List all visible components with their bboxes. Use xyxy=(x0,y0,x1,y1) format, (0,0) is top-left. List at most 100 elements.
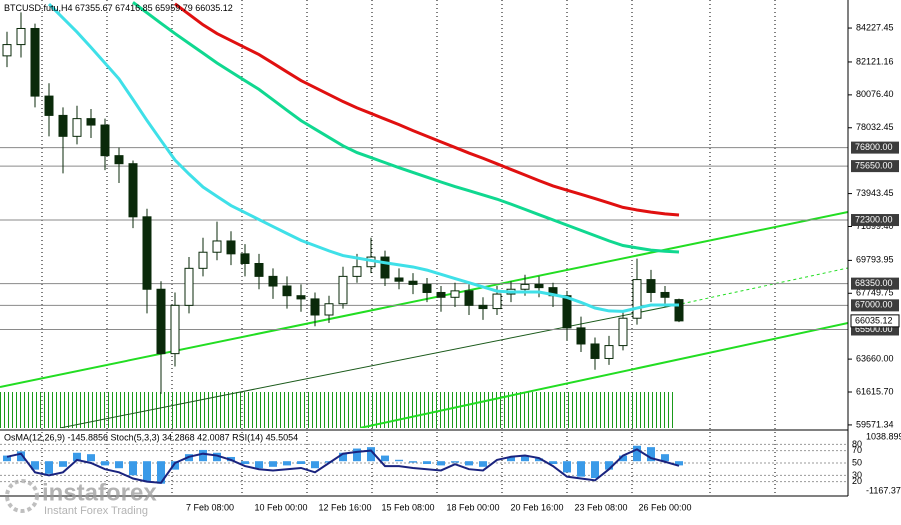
osma-bar xyxy=(619,455,627,462)
candle-body xyxy=(478,304,488,310)
osma-bar xyxy=(213,452,221,462)
y-tick-label: 84227.45 xyxy=(856,22,894,32)
level-label-box xyxy=(851,141,899,154)
osma-bar xyxy=(633,445,641,462)
candle-body xyxy=(198,251,208,269)
candle-body xyxy=(58,114,68,137)
candle-body xyxy=(240,253,250,264)
osma-bar xyxy=(353,448,361,462)
osma-bar xyxy=(255,461,263,469)
osma-bar xyxy=(269,461,277,467)
osma-bar xyxy=(157,461,165,484)
y-tick-label: 67749.75 xyxy=(856,288,894,298)
y-tick-label: 73943.45 xyxy=(856,188,894,198)
level-label-box xyxy=(851,277,899,290)
osma-bar xyxy=(479,461,487,467)
osma-bar xyxy=(59,461,67,467)
osma-bar xyxy=(129,461,137,476)
level-label: 75650.00 xyxy=(855,160,893,170)
osma-bar xyxy=(45,461,53,474)
candle-body xyxy=(30,27,40,97)
osma-bar xyxy=(521,455,529,462)
osma-bar xyxy=(423,461,431,465)
x-tick-label: 26 Feb 00:00 xyxy=(638,502,691,512)
open: 67355.67 xyxy=(75,3,113,13)
level-label: 65500.00 xyxy=(855,324,893,334)
osma-bar xyxy=(367,447,375,462)
indicator-title: OsMA(12,26,9) -145.8856 Stoch(5,3,3) 34.… xyxy=(4,432,298,442)
indicator-y-tick-label: -1167.3728 xyxy=(866,485,901,495)
osma-bar xyxy=(381,455,389,462)
candle-body xyxy=(352,266,362,277)
osma-bar xyxy=(647,447,655,462)
x-tick-label: 20 Feb 16:00 xyxy=(510,502,563,512)
candle-body xyxy=(44,95,54,116)
candle-body xyxy=(408,280,418,285)
moving-average xyxy=(174,2,680,217)
candle-body xyxy=(170,304,180,355)
osma-bar xyxy=(101,461,109,466)
candle-body xyxy=(534,283,544,289)
candle-body xyxy=(464,290,474,306)
candle-body xyxy=(422,283,432,293)
candle-body xyxy=(184,267,194,306)
candle-body xyxy=(2,44,12,57)
candle-body xyxy=(16,27,26,46)
candle-body xyxy=(562,295,572,329)
osma-bar xyxy=(199,449,207,462)
candle-body xyxy=(674,299,684,322)
candle-body xyxy=(100,124,110,157)
osma-bar xyxy=(241,461,249,465)
level-label: 68350.00 xyxy=(855,278,893,288)
candle-body xyxy=(226,240,236,255)
osma-bar xyxy=(465,461,473,466)
level-label-box xyxy=(851,214,899,227)
osma-bar xyxy=(143,461,151,481)
candle-body xyxy=(128,163,138,218)
high: 67416.85 xyxy=(115,3,153,13)
candle-body xyxy=(156,288,166,355)
candle-body xyxy=(436,291,446,298)
price-label: 66035.12 xyxy=(855,315,893,325)
low: 65959.79 xyxy=(155,3,193,13)
price-plot xyxy=(2,1,684,394)
osma-bar xyxy=(311,461,319,469)
candle-body xyxy=(576,327,586,345)
candle-body xyxy=(142,216,152,290)
osma-bar xyxy=(31,461,39,470)
candle-body xyxy=(324,303,334,316)
y-tick-label: 59571.34 xyxy=(856,419,894,429)
symbol: BTCUSD.futu,H4 xyxy=(4,3,73,13)
candle-body xyxy=(72,118,82,137)
osma-bar xyxy=(563,461,571,473)
x-tick-label: 10 Feb 00:00 xyxy=(254,502,307,512)
candle-body xyxy=(450,290,460,298)
indicator-plot xyxy=(0,443,848,484)
candle-body xyxy=(310,298,320,316)
y-tick-label: 63660.00 xyxy=(856,353,894,363)
osma-bar xyxy=(661,454,669,462)
osma-bar xyxy=(437,461,445,466)
candle-body xyxy=(254,262,264,277)
candle-body xyxy=(660,291,670,298)
moving-average xyxy=(47,2,679,313)
x-tick-label: 7 Feb 08:00 xyxy=(186,502,234,512)
candle-body xyxy=(394,277,404,282)
candle-body xyxy=(86,118,96,126)
candle-body xyxy=(492,293,502,310)
osma-bar xyxy=(451,461,459,463)
volume-bars xyxy=(0,392,676,428)
watermark: instaforex Instant Forex Trading xyxy=(5,479,157,517)
level-label: 76800.00 xyxy=(855,142,893,152)
y-tick-label: 82121.16 xyxy=(856,56,894,66)
level-label: 67000.00 xyxy=(855,300,893,310)
candle-body xyxy=(338,275,348,305)
osma-bar xyxy=(507,456,515,462)
osma-bar xyxy=(73,452,81,462)
candle-body xyxy=(646,279,656,293)
osma-bar xyxy=(3,455,11,462)
x-tick-label: 15 Feb 08:00 xyxy=(381,502,434,512)
level-label-box xyxy=(851,160,899,173)
chart-header: BTCUSD.futu,H4 67355.67 67416.85 65959.7… xyxy=(4,3,233,13)
